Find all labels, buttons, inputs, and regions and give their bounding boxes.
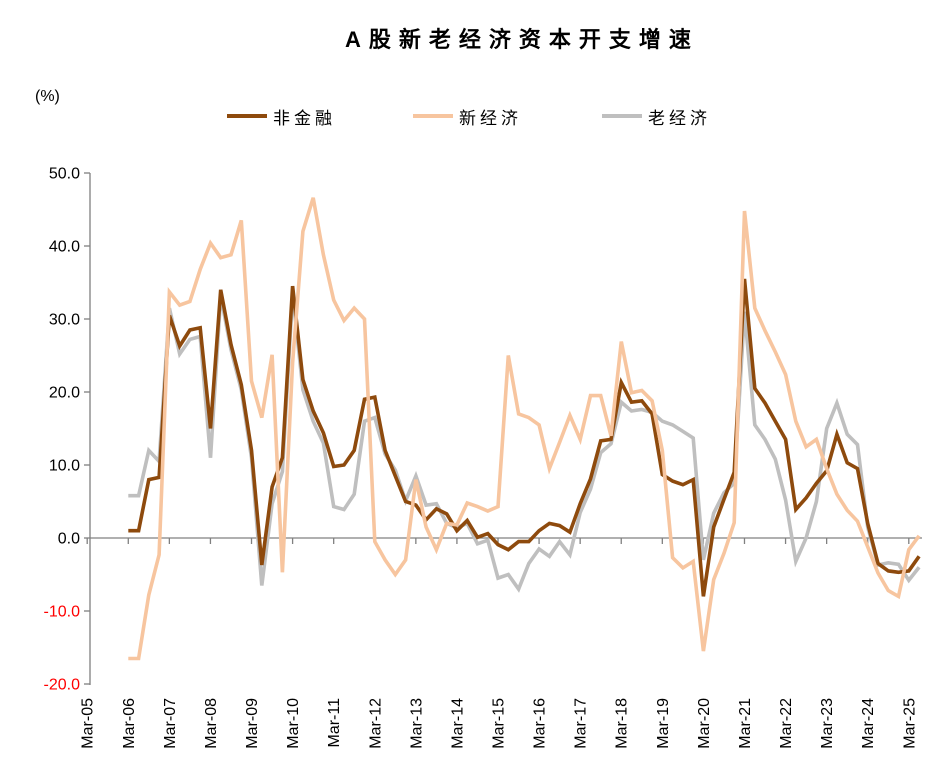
x-tick-label: Mar-06 bbox=[121, 698, 138, 749]
legend-label-new-economy: 新经济 bbox=[459, 108, 522, 128]
x-tick-label: Mar-22 bbox=[778, 698, 795, 749]
x-tick-label: Mar-23 bbox=[819, 698, 836, 749]
legend-line-swatch-old-economy bbox=[602, 113, 642, 119]
series-line-new-economy bbox=[128, 197, 921, 661]
series-line-non-financial bbox=[128, 278, 921, 597]
y-tick-label: 10.0 bbox=[49, 458, 80, 475]
x-tick-label: Mar-11 bbox=[326, 698, 343, 748]
x-tick-label: Mar-16 bbox=[532, 698, 549, 749]
x-tick-label: Mar-07 bbox=[162, 698, 179, 749]
x-tick-label: Mar-14 bbox=[449, 698, 466, 749]
x-tick-label: Mar-12 bbox=[367, 698, 384, 749]
x-tick-label: Mar-13 bbox=[408, 698, 425, 749]
series-line-old-economy bbox=[128, 293, 921, 593]
x-tick-label: Mar-18 bbox=[614, 698, 631, 749]
x-tick-label: Mar-19 bbox=[655, 698, 672, 749]
y-tick-label: 0.0 bbox=[58, 531, 80, 548]
x-tick-label: Mar-05 bbox=[80, 698, 97, 749]
y-tick-label: 40.0 bbox=[49, 239, 80, 256]
x-tick-label: Mar-17 bbox=[573, 698, 590, 749]
legend-label-old-economy: 老经济 bbox=[648, 108, 711, 128]
x-tick-label: Mar-15 bbox=[491, 698, 508, 749]
y-tick-label: 20.0 bbox=[49, 385, 80, 402]
legend-line-swatch-new-economy bbox=[413, 113, 453, 119]
x-tick-label: Mar-24 bbox=[860, 698, 877, 749]
x-tick-label: Mar-08 bbox=[203, 698, 220, 749]
y-axis-unit-label: (%) bbox=[35, 88, 60, 105]
x-tick-label: Mar-20 bbox=[696, 698, 713, 749]
legend-label-non-financial: 非金融 bbox=[273, 108, 336, 128]
x-tick-label: Mar-25 bbox=[901, 698, 918, 749]
chart-title: A股新老经济资本开支增速 bbox=[345, 27, 699, 52]
y-tick-label: 50.0 bbox=[49, 166, 80, 183]
x-tick-label: Mar-10 bbox=[285, 698, 302, 749]
y-tick-label: -20.0 bbox=[44, 677, 81, 694]
legend-item-non-financial: 非金融 bbox=[227, 104, 336, 128]
y-tick-label: 30.0 bbox=[49, 312, 80, 329]
legend: 非金融 新经济 老经济 bbox=[0, 104, 934, 128]
y-tick-label: -10.0 bbox=[44, 604, 81, 621]
x-tick-label: Mar-21 bbox=[737, 698, 754, 749]
legend-item-old-economy: 老经济 bbox=[602, 104, 711, 128]
legend-item-new-economy: 新经济 bbox=[413, 104, 522, 128]
x-tick-label: Mar-09 bbox=[244, 698, 261, 749]
legend-line-swatch-non-financial bbox=[227, 113, 267, 119]
